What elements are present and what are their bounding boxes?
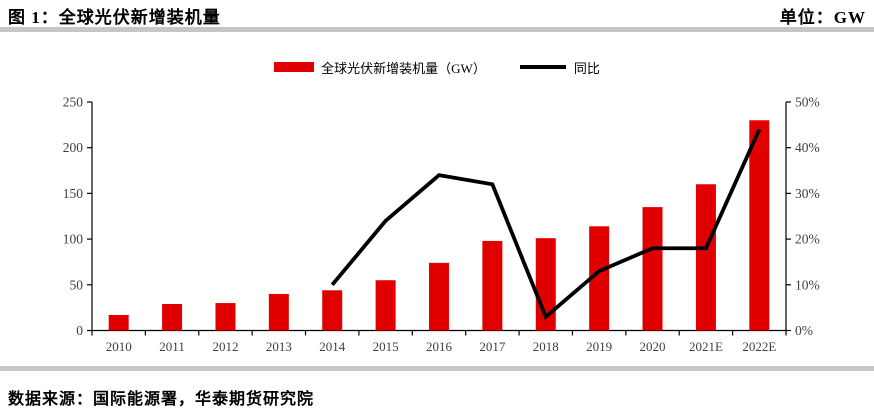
svg-text:150: 150 <box>63 186 84 201</box>
svg-text:2013: 2013 <box>266 339 292 354</box>
svg-text:10%: 10% <box>795 277 820 292</box>
svg-text:50: 50 <box>70 277 84 292</box>
data-source: 数据来源：国际能源署，华泰期货研究院 <box>8 391 315 408</box>
svg-text:2022E: 2022E <box>742 339 776 354</box>
svg-text:2014: 2014 <box>319 339 346 354</box>
svg-text:2021E: 2021E <box>689 339 723 354</box>
svg-text:2011: 2011 <box>159 339 185 354</box>
svg-text:2020: 2020 <box>640 339 666 354</box>
line-series-swatch-icon <box>519 65 566 69</box>
bar-line-chart: 0 50 100 150 200 250 0% 10% 20% 30% 40% 50% 2010 2011… <box>63 95 820 355</box>
svg-text:100: 100 <box>63 232 84 247</box>
svg-text:30%: 30% <box>795 186 820 201</box>
svg-text:200: 200 <box>63 140 84 155</box>
svg-text:2010: 2010 <box>106 339 132 354</box>
svg-text:2015: 2015 <box>373 339 399 354</box>
svg-text:50%: 50% <box>795 95 820 110</box>
svg-text:2018: 2018 <box>533 339 559 354</box>
svg-text:0: 0 <box>76 323 83 338</box>
svg-text:2012: 2012 <box>212 339 238 354</box>
chart-legend: 全球光伏新增装机量（GW） 同比 <box>0 57 874 77</box>
bar-series-swatch-icon <box>274 62 315 72</box>
svg-text:0%: 0% <box>795 323 813 338</box>
figure-title: 图 1：全球光伏新增装机量 <box>8 8 221 27</box>
top-divider <box>0 27 874 32</box>
line-series-legend-label: 同比 <box>573 60 600 76</box>
unit-label: 单位：GW <box>779 8 866 27</box>
bottom-divider <box>0 366 874 371</box>
figure-header: 图 1：全球光伏新增装机量 单位：GW <box>8 3 866 28</box>
svg-text:20%: 20% <box>795 232 820 247</box>
chart-area: 0 50 100 150 200 250 0% 10% 20% 30% 40% 50% 2010 2011… <box>0 90 874 365</box>
figure-footer: 数据来源：国际能源署，华泰期货研究院 <box>8 385 866 409</box>
svg-text:2017: 2017 <box>479 339 506 354</box>
svg-text:40%: 40% <box>795 140 820 155</box>
bar-series-legend-label: 全球光伏新增装机量（GW） <box>321 60 486 76</box>
svg-text:2019: 2019 <box>586 339 612 354</box>
svg-text:250: 250 <box>63 95 84 110</box>
svg-text:2016: 2016 <box>426 339 453 354</box>
